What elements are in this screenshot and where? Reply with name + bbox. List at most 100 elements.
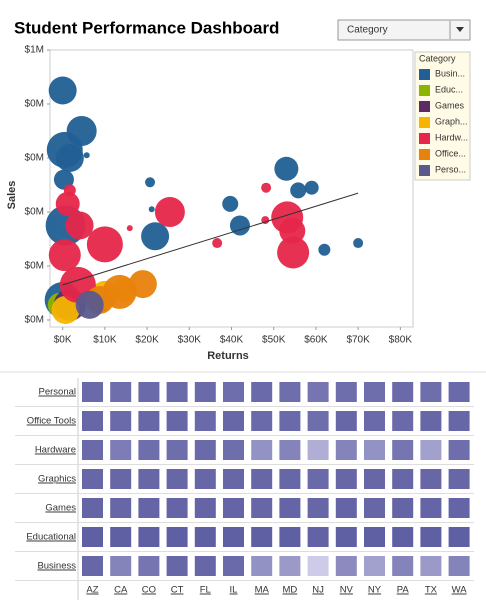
heat-cell — [279, 382, 301, 402]
heat-cell — [307, 498, 329, 518]
row-label[interactable]: Office Tools — [27, 416, 77, 427]
heat-cell — [448, 411, 470, 431]
heat-cell — [335, 498, 357, 518]
heat-cell — [251, 469, 273, 489]
legend-label: Busin... — [435, 68, 465, 78]
category-dropdown[interactable]: Category — [337, 19, 471, 41]
dropdown-arrow[interactable] — [456, 27, 464, 32]
legend-label: Educ... — [435, 84, 463, 94]
bubble — [318, 243, 331, 256]
bubble — [51, 295, 80, 324]
heat-cell — [392, 411, 414, 431]
heat-cell — [279, 556, 301, 576]
bubble — [86, 226, 123, 263]
heat-cell — [138, 440, 160, 460]
bubble — [148, 206, 155, 213]
bubble — [55, 143, 84, 172]
dashboard-title: Student Performance Dashboard — [14, 18, 279, 37]
heat-cell — [166, 498, 188, 518]
heat-cell — [194, 556, 216, 576]
x-tick-label: $60K — [304, 335, 328, 346]
x-tick-label: $10K — [93, 335, 117, 346]
heat-cell — [420, 469, 442, 489]
heat-cell — [110, 556, 132, 576]
heat-cell — [82, 411, 103, 431]
heat-cell — [82, 440, 103, 460]
column-label[interactable]: CT — [171, 585, 184, 596]
y-tick-label: $0M — [25, 261, 44, 272]
heat-cell — [420, 411, 442, 431]
heat-cell — [307, 527, 329, 547]
x-tick-label: $40K — [220, 335, 244, 346]
heat-cell — [223, 498, 244, 518]
heat-cell — [110, 527, 132, 547]
heat-cell — [194, 469, 216, 489]
heat-cell — [279, 498, 301, 518]
legend-swatch — [419, 101, 430, 112]
column-label[interactable]: FL — [200, 585, 211, 596]
row-label[interactable]: Educational — [26, 532, 76, 543]
column-label[interactable]: NJ — [312, 585, 324, 596]
legend-title: Category — [419, 53, 456, 63]
heat-cell — [448, 440, 470, 460]
row-label[interactable]: Graphics — [38, 474, 76, 485]
column-label[interactable]: MA — [255, 585, 270, 596]
heat-cell — [392, 527, 414, 547]
y-tick-label: $0M — [25, 153, 44, 164]
heat-cell — [392, 498, 414, 518]
heat-cell — [138, 498, 160, 518]
column-label[interactable]: AZ — [86, 585, 98, 596]
column-label[interactable]: CA — [114, 585, 128, 596]
row-label[interactable]: Personal — [39, 387, 77, 398]
heat-cell — [166, 411, 188, 431]
column-label[interactable]: TX — [425, 585, 438, 596]
x-axis-label: Returns — [207, 350, 249, 362]
heat-cell — [223, 382, 244, 402]
row-label[interactable]: Hardware — [35, 445, 76, 456]
heat-cell — [138, 527, 160, 547]
heat-cell — [420, 527, 442, 547]
column-label[interactable]: NV — [340, 585, 354, 596]
dropdown-box[interactable] — [337, 19, 471, 41]
y-tick-label: $0M — [25, 207, 44, 218]
x-tick-label: $20K — [135, 335, 159, 346]
legend-label: Graph... — [435, 116, 468, 126]
x-tick-label: $80K — [389, 335, 413, 346]
heat-cell — [110, 469, 132, 489]
heat-cell — [448, 527, 470, 547]
row-label[interactable]: Business — [37, 561, 76, 572]
bubbles — [44, 76, 364, 324]
heat-cell — [448, 382, 470, 402]
heat-cell — [364, 498, 385, 518]
legend-swatch — [419, 117, 430, 128]
legend-swatch — [419, 133, 430, 144]
column-label[interactable]: CO — [142, 585, 156, 596]
bubble — [83, 152, 90, 159]
heat-cell — [279, 411, 301, 431]
column-label[interactable]: MD — [283, 585, 298, 596]
column-label[interactable]: NY — [368, 585, 382, 596]
trend-line — [62, 192, 359, 286]
heat-cell — [307, 382, 329, 402]
heat-cell — [166, 382, 188, 402]
heat-cell — [448, 469, 470, 489]
heat-cell — [251, 440, 273, 460]
column-label[interactable]: PA — [397, 585, 410, 596]
row-label[interactable]: Games — [45, 503, 76, 514]
heat-cell — [82, 498, 103, 518]
column-label[interactable]: WA — [452, 585, 468, 596]
heat-cell — [307, 469, 329, 489]
heat-cell — [223, 556, 244, 576]
heat-cell — [166, 527, 188, 547]
heat-cell — [364, 440, 385, 460]
heat-cell — [420, 498, 442, 518]
heat-cell — [110, 382, 132, 402]
dropdown-label[interactable]: Category — [347, 25, 388, 36]
heat-cell — [279, 469, 301, 489]
column-label[interactable]: IL — [230, 585, 238, 596]
bubble — [229, 215, 250, 236]
heat-cell — [223, 527, 244, 547]
bubble — [261, 182, 272, 193]
bubble — [304, 180, 319, 195]
bubble — [222, 195, 239, 212]
